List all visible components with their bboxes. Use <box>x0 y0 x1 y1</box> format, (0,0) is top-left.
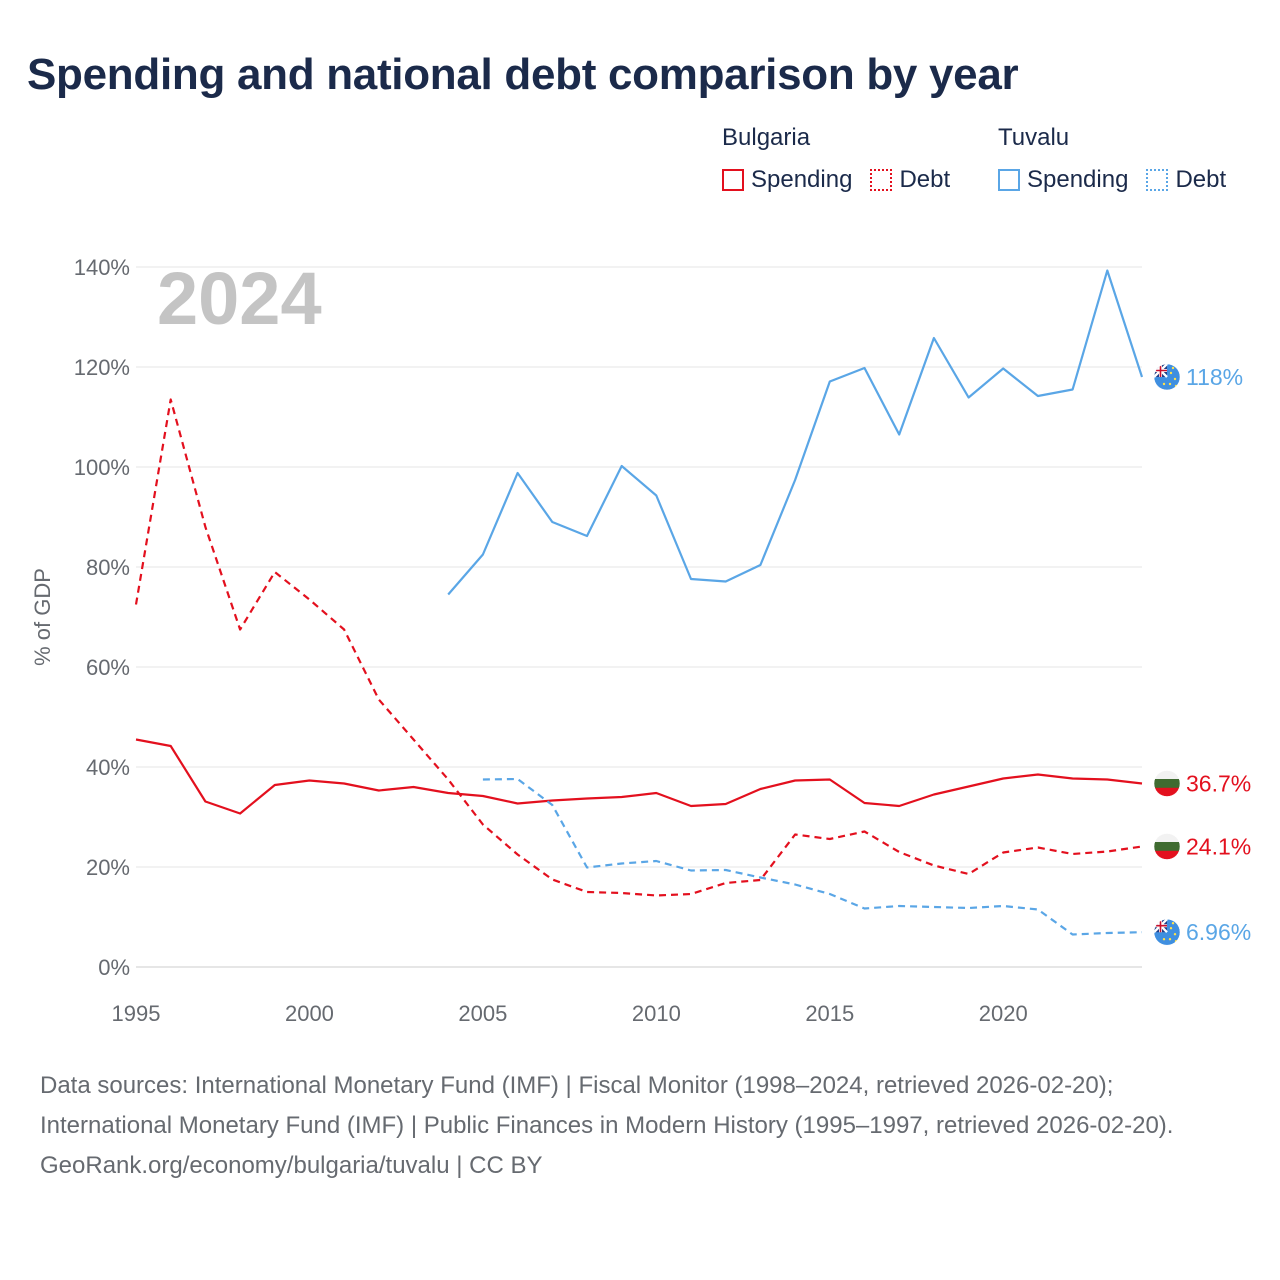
year-watermark: 2024 <box>157 257 322 340</box>
legend-label: Debt <box>1175 166 1227 193</box>
legend-item-tuvalu-debt[interactable]: Debt <box>1146 166 1226 194</box>
legend-group-bulgaria: Bulgaria Spending Debt <box>722 124 968 194</box>
x-tick-label: 2005 <box>458 1001 507 1026</box>
end-value-label: 24.1% <box>1186 834 1251 860</box>
end-labels: 118% 36.7% 24.1% 6.96% <box>1153 363 1251 946</box>
y-tick-label: 140% <box>74 255 130 280</box>
tuvalu-flag-icon <box>1153 363 1181 391</box>
series <box>134 269 1144 936</box>
legend-swatch-solid <box>722 169 744 191</box>
legend-label: Debt <box>899 166 951 193</box>
x-tick-label: 2015 <box>805 1001 854 1026</box>
legend-item-tuvalu-spending[interactable]: Spending <box>998 166 1128 194</box>
credit-link[interactable]: GeoRank.org/economy/bulgaria/tuvalu | CC… <box>40 1152 543 1179</box>
y-tick-label: 40% <box>86 755 130 780</box>
legend-group-name: Tuvalu <box>998 124 1070 151</box>
y-tick-label: 60% <box>86 655 130 680</box>
data-sources: Data sources: International Monetary Fun… <box>40 1072 1174 1139</box>
end-value-label: 118% <box>1186 364 1243 390</box>
series-line-tuvalu-spending <box>447 269 1144 596</box>
series-line-bulgaria-spending <box>135 738 1143 815</box>
end-value-label: 36.7% <box>1186 771 1251 797</box>
y-tick-label: 0% <box>98 955 130 980</box>
legend-label: Spending <box>751 166 853 193</box>
x-tick-label: 1995 <box>112 1001 161 1026</box>
legend-label: Spending <box>1027 166 1129 193</box>
legend-swatch-dotted <box>1146 169 1169 191</box>
y-tick-label: 80% <box>86 555 130 580</box>
axes: 0% 20% 40% 60% 80% 100% 120% 140% 1995 2000 2005 20… <box>30 255 1028 1026</box>
grid <box>136 266 1142 968</box>
legend-swatch-dotted <box>870 169 893 191</box>
series-line-bulgaria-debt <box>134 398 1143 897</box>
bulgaria-flag-icon <box>1153 770 1181 797</box>
series-line-tuvalu-debt <box>482 777 1143 936</box>
x-tick-label: 2020 <box>979 1001 1028 1026</box>
end-value-label: 6.96% <box>1186 919 1251 945</box>
line-chart: 0% 20% 40% 60% 80% 100% 120% 140% 1995 2000 2005 20… <box>30 255 1251 1026</box>
y-tick-label: 120% <box>74 355 130 380</box>
chart-title: Spending and national debt comparison by… <box>27 50 1019 99</box>
y-tick-label: 100% <box>74 455 130 480</box>
bulgaria-flag-icon <box>1153 833 1181 860</box>
legend-group-tuvalu: Tuvalu Spending Debt <box>998 124 1226 194</box>
tuvalu-flag-icon <box>1153 918 1181 946</box>
footer: Data sources: International Monetary Fun… <box>40 1066 1250 1186</box>
legend-item-bulgaria-spending[interactable]: Spending <box>722 166 852 194</box>
y-tick-label: 20% <box>86 855 130 880</box>
legend-item-bulgaria-debt[interactable]: Debt <box>870 166 950 194</box>
x-tick-label: 2000 <box>285 1001 334 1026</box>
y-axis-label: % of GDP <box>30 568 55 666</box>
legend-group-name: Bulgaria <box>722 124 811 151</box>
legend-swatch-solid <box>998 169 1020 191</box>
x-tick-label: 2010 <box>632 1001 681 1026</box>
